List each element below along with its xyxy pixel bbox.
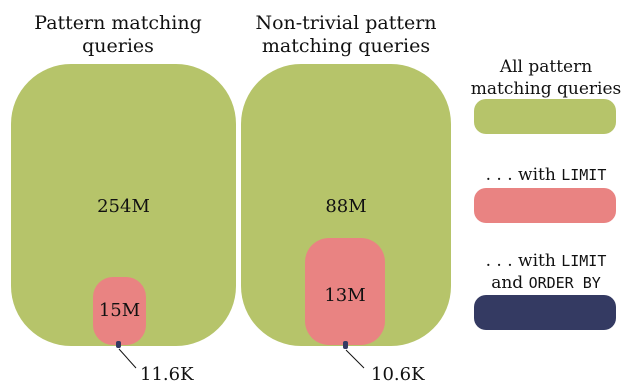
legend-limit-keyword: LIMIT [561,166,607,184]
legend-orderby-swatch [474,295,616,330]
panel-1-title: Pattern matching queries [8,12,228,58]
panel-1-orderby-value: 11.6K [140,364,194,385]
panel-2-title-line2: matching queries [261,35,431,57]
panel-1-limit-blob [93,277,146,345]
legend-orderby-keyword1: LIMIT [561,252,607,270]
panel-1-leader-line [118,348,137,369]
panel-1-title-line2: queries [82,35,154,57]
legend-limit-swatch [474,188,616,223]
panel-1-orderby-blob [116,341,121,348]
legend-limit-label: . . . with LIMIT [466,164,626,186]
legend-orderby-prefix: . . . with [485,251,562,271]
legend-all-label: All pattern matching queries [466,56,626,100]
legend-orderby-label: . . . with LIMIT and ORDER BY [466,250,626,294]
panel-2-limit-value: 13M [324,285,366,306]
legend-limit-prefix: . . . with [485,165,562,185]
legend-all-line1: All pattern [499,57,593,77]
legend-orderby-keyword2: ORDER BY [528,274,601,292]
panel-2-leader-line [345,349,365,369]
legend-orderby-and: and [491,273,529,293]
panel-1-limit-value: 15M [98,300,141,321]
panel-1-all-value: 254M [97,196,150,217]
legend-all-line2: matching queries [470,79,622,99]
panel-2-orderby-blob [343,341,348,349]
legend-all-swatch [474,99,616,134]
panel-2-orderby-value: 10.6K [371,364,425,385]
panel-1-title-line1: Pattern matching [34,12,202,34]
panel-2-title: Non-trivial pattern matching queries [236,12,456,58]
panel-2-limit-blob [305,238,385,345]
panel-2-title-line1: Non-trivial pattern [255,12,437,34]
panel-2-all-value: 88M [325,196,367,217]
